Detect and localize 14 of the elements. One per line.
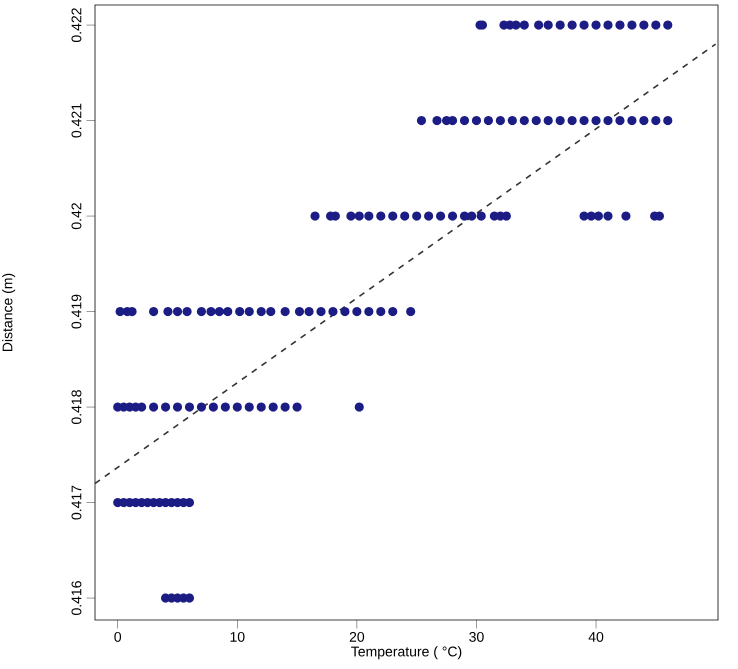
y-tick-label: 0.417 [72,486,82,520]
x-axis-title: Temperature ( °C) [351,646,462,660]
x-tick-label: 30 [469,632,484,642]
x-tick-label: 10 [230,632,245,642]
y-tick-label: 0.419 [72,294,82,329]
x-tick-label: 0 [114,632,122,642]
y-tick-label: 0.418 [72,390,82,424]
y-tick-label: 0.42 [72,203,82,230]
x-tick-label: 20 [350,632,364,642]
y-axis-title: Distance (m) [2,274,16,352]
y-tick-label: 0.422 [72,8,82,42]
y-tick-label: 0.416 [72,581,82,616]
y-tick-label: 0.421 [72,104,82,138]
x-tick-label: 40 [588,632,604,642]
